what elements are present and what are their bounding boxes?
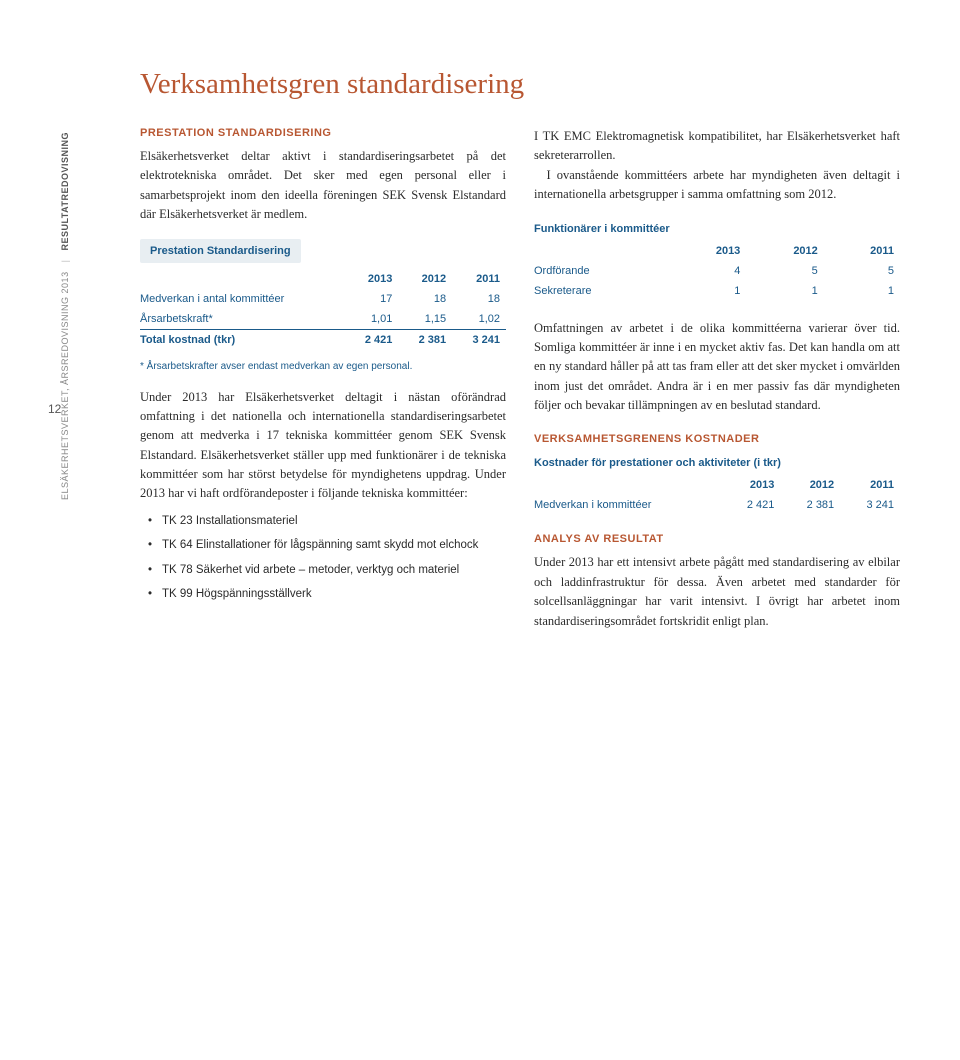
funktionarer-head: Funktionärer i kommittéer: [534, 223, 900, 235]
col-header: 2011: [840, 475, 900, 495]
kostnader-head: Verksamhetsgrenens kostnader: [534, 433, 900, 445]
cell: 17: [345, 289, 399, 309]
table-row: 2013 2012 2011: [534, 475, 900, 495]
prestation-table-title: Prestation Standardisering: [140, 239, 301, 263]
cell: 1: [669, 281, 746, 301]
table-row: Ordförande 4 5 5: [534, 261, 900, 281]
cell: Sekreterare: [534, 281, 669, 301]
list-item: TK 23 Installationsmateriel: [140, 512, 506, 530]
col-header: 2012: [746, 241, 823, 261]
col-header: [140, 269, 345, 289]
col-header: 2013: [669, 241, 746, 261]
prestation-table: 2013 2012 2011 Medverkan i antal kommitt…: [140, 269, 506, 350]
col-header: 2012: [780, 475, 840, 495]
cell: Ordförande: [534, 261, 669, 281]
col-header: 2012: [398, 269, 452, 289]
body-paragraph: Under 2013 har Elsäkerhetsverket deltagi…: [140, 388, 506, 504]
analys-head: Analys av resultat: [534, 533, 900, 545]
cell: 2 421: [721, 495, 781, 515]
side-rail-left: ELSÄKERHETSVERKET, ÅRSREDOVISNING 2013: [60, 271, 70, 500]
list-item: TK 64 Elinstallationer för lågspänning s…: [140, 536, 506, 554]
cell: 1: [746, 281, 823, 301]
col-header: 2011: [824, 241, 900, 261]
body-paragraph: Under 2013 har ett intensivt arbete pågå…: [534, 553, 900, 631]
table-row: Sekreterare 1 1 1: [534, 281, 900, 301]
body-paragraph: Omfattningen av arbetet i de olika kommi…: [534, 319, 900, 416]
table-row-total: Total kostnad (tkr) 2 421 2 381 3 241: [140, 329, 506, 350]
prestation-table-box: Prestation Standardisering 2013 2012 201…: [140, 239, 506, 374]
cell: Årsarbetskraft*: [140, 309, 345, 330]
cell: 3 241: [452, 329, 506, 350]
side-rail: ELSÄKERHETSVERKET, ÅRSREDOVISNING 2013 |…: [60, 132, 70, 500]
cell: Medverkan i kommittéer: [534, 495, 721, 515]
table-row: 2013 2012 2011: [140, 269, 506, 289]
col-header: 2011: [452, 269, 506, 289]
cell: 2 381: [780, 495, 840, 515]
list-item: TK 78 Säkerhet vid arbete – metoder, ver…: [140, 561, 506, 579]
table-row: Årsarbetskraft* 1,01 1,15 1,02: [140, 309, 506, 330]
page-title: Verksamhetsgren standardisering: [140, 68, 900, 101]
side-rail-sep: |: [60, 260, 70, 263]
left-column: Prestation Standardisering Elsäkerhetsve…: [140, 127, 506, 631]
cell: 3 241: [840, 495, 900, 515]
col-header: [534, 241, 669, 261]
committee-list: TK 23 Installationsmateriel TK 64 Elinst…: [140, 512, 506, 604]
table-row: Medverkan i kommittéer 2 421 2 381 3 241: [534, 495, 900, 515]
cell: 1,02: [452, 309, 506, 330]
col-header: 2013: [345, 269, 399, 289]
kostnader-table: 2013 2012 2011 Medverkan i kommittéer 2 …: [534, 475, 900, 515]
cell: 4: [669, 261, 746, 281]
cell: Medverkan i antal kommittéer: [140, 289, 345, 309]
right-column: I TK EMC Elektromagnetisk kompatibilitet…: [534, 127, 900, 631]
cell: 5: [746, 261, 823, 281]
kostnader-subhead: Kostnader för prestationer och aktivitet…: [534, 457, 900, 469]
body-paragraph: I ovanstående kommittéers arbete har myn…: [534, 166, 900, 205]
funktionarer-table: 2013 2012 2011 Ordförande 4 5 5 Sekreter…: [534, 241, 900, 301]
cell: 1: [824, 281, 900, 301]
col-header: 2013: [721, 475, 781, 495]
intro-paragraph: Elsäkerhetsverket deltar aktivt i standa…: [140, 147, 506, 225]
side-rail-right: RESULTATREDOVISNING: [60, 132, 70, 251]
table-row: 2013 2012 2011: [534, 241, 900, 261]
cell: 2 381: [398, 329, 452, 350]
cell: 18: [452, 289, 506, 309]
cell: 18: [398, 289, 452, 309]
cell: Total kostnad (tkr): [140, 329, 345, 350]
table-row: Medverkan i antal kommittéer 17 18 18: [140, 289, 506, 309]
table-footnote: * Årsarbetskrafter avser endast medverka…: [140, 360, 506, 374]
cell: 5: [824, 261, 900, 281]
cell: 1,01: [345, 309, 399, 330]
cell: 2 421: [345, 329, 399, 350]
body-paragraph: I TK EMC Elektromagnetisk kompatibilitet…: [534, 127, 900, 166]
list-item: TK 99 Högspänningsställverk: [140, 585, 506, 603]
cell: 1,15: [398, 309, 452, 330]
col-header: [534, 475, 721, 495]
prestation-subhead: Prestation Standardisering: [140, 127, 506, 139]
